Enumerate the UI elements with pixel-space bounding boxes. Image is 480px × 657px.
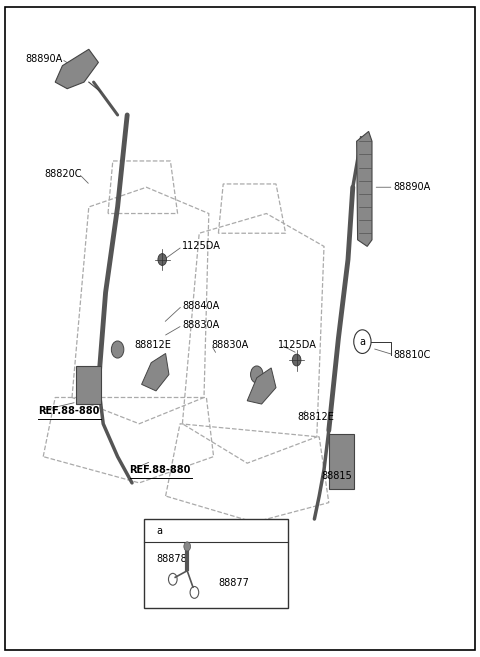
Text: 88815: 88815: [322, 471, 352, 482]
Circle shape: [111, 341, 124, 358]
Circle shape: [158, 254, 167, 265]
Text: a: a: [360, 336, 365, 347]
Text: 88830A: 88830A: [182, 320, 220, 330]
Text: 88877: 88877: [218, 578, 249, 588]
Text: 1125DA: 1125DA: [278, 340, 317, 350]
Circle shape: [184, 542, 191, 551]
Text: 88840A: 88840A: [182, 300, 220, 311]
Bar: [329, 434, 354, 489]
Bar: [144, 519, 288, 608]
Polygon shape: [247, 368, 276, 404]
Circle shape: [292, 354, 301, 366]
Text: 88878: 88878: [156, 554, 187, 564]
Polygon shape: [142, 353, 169, 391]
Polygon shape: [357, 131, 372, 246]
Text: 88890A: 88890A: [25, 54, 62, 64]
Bar: [76, 366, 101, 404]
Text: 1125DA: 1125DA: [182, 241, 221, 252]
Text: REF.88-880: REF.88-880: [130, 464, 191, 475]
Text: a: a: [156, 526, 162, 535]
Text: 88820C: 88820C: [44, 169, 82, 179]
Text: 88812E: 88812E: [134, 340, 171, 350]
Text: 88810C: 88810C: [394, 350, 431, 360]
Polygon shape: [55, 49, 98, 89]
Text: 88830A: 88830A: [211, 340, 249, 350]
Text: REF.88-880: REF.88-880: [38, 405, 100, 416]
Circle shape: [251, 366, 263, 383]
Text: 88812E: 88812E: [298, 412, 335, 422]
Text: 88890A: 88890A: [394, 182, 431, 193]
